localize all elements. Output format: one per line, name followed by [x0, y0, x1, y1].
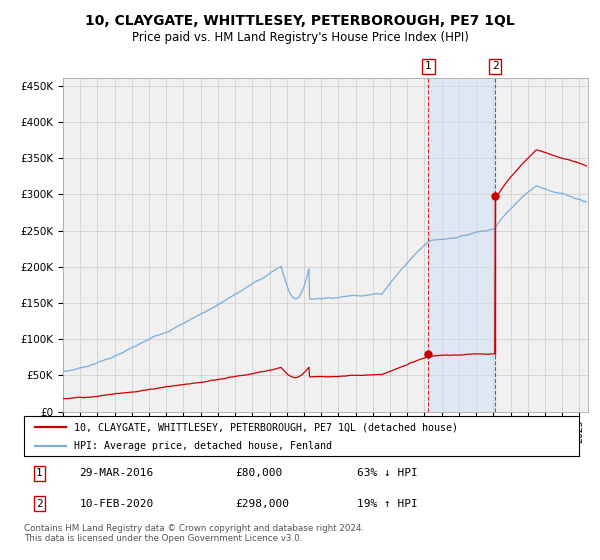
- Text: £80,000: £80,000: [235, 468, 282, 478]
- Text: HPI: Average price, detached house, Fenland: HPI: Average price, detached house, Fenl…: [74, 441, 332, 451]
- Text: 29-MAR-2016: 29-MAR-2016: [79, 468, 154, 478]
- Text: 10-FEB-2020: 10-FEB-2020: [79, 499, 154, 509]
- Text: 10, CLAYGATE, WHITTLESEY, PETERBOROUGH, PE7 1QL: 10, CLAYGATE, WHITTLESEY, PETERBOROUGH, …: [85, 14, 515, 28]
- Bar: [428, 78, 495, 412]
- Text: 2: 2: [492, 62, 499, 72]
- Text: 1: 1: [425, 62, 432, 72]
- Text: Price paid vs. HM Land Registry's House Price Index (HPI): Price paid vs. HM Land Registry's House …: [131, 31, 469, 44]
- Text: 19% ↑ HPI: 19% ↑ HPI: [357, 499, 418, 509]
- Text: £298,000: £298,000: [235, 499, 289, 509]
- Text: 1: 1: [36, 468, 43, 478]
- Text: 63% ↓ HPI: 63% ↓ HPI: [357, 468, 418, 478]
- Text: Contains HM Land Registry data © Crown copyright and database right 2024.
This d: Contains HM Land Registry data © Crown c…: [24, 524, 364, 543]
- Text: 10, CLAYGATE, WHITTLESEY, PETERBOROUGH, PE7 1QL (detached house): 10, CLAYGATE, WHITTLESEY, PETERBOROUGH, …: [74, 422, 458, 432]
- Text: 2: 2: [36, 499, 43, 509]
